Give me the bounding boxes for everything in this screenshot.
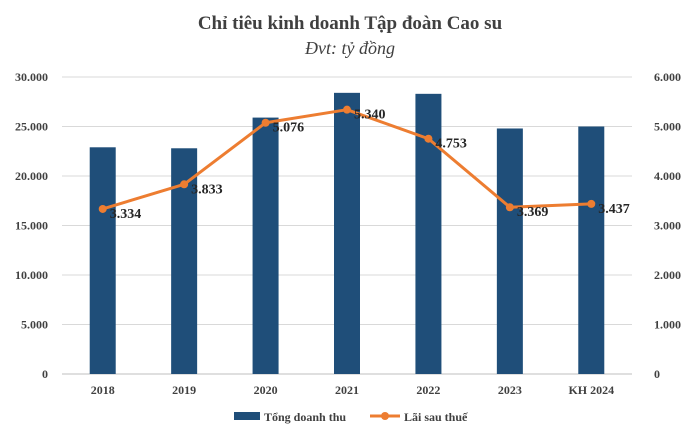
legend-label-profit: Lãi sau thuế bbox=[404, 410, 468, 424]
bar bbox=[89, 147, 116, 374]
line-point bbox=[261, 118, 270, 127]
bar-series bbox=[89, 92, 605, 374]
x-tick-label: 2018 bbox=[91, 383, 115, 397]
bar bbox=[578, 126, 605, 374]
bar bbox=[496, 128, 523, 374]
y-right-tick-label: 5.000 bbox=[654, 120, 681, 134]
y-right-tick-label: 6.000 bbox=[654, 70, 681, 84]
line-series bbox=[98, 105, 596, 213]
line-point bbox=[98, 204, 107, 213]
data-label: 4.753 bbox=[435, 137, 467, 152]
y-right-tick-label: 3.000 bbox=[654, 219, 681, 233]
y-left-tick-label: 15.000 bbox=[15, 219, 48, 233]
line-point bbox=[587, 199, 596, 208]
data-label: 3.369 bbox=[517, 205, 549, 220]
data-label: 3.334 bbox=[110, 207, 142, 222]
y-left-tick-label: 25.000 bbox=[15, 120, 48, 134]
chart-title: Chỉ tiêu kinh doanh Tập đoàn Cao su bbox=[198, 13, 503, 34]
line-point bbox=[505, 203, 514, 212]
y-right-tick-label: 2.000 bbox=[654, 268, 681, 282]
y-right-tick-label: 1.000 bbox=[654, 318, 681, 332]
y-left-tick-label: 30.000 bbox=[15, 70, 48, 84]
x-tick-label: 2021 bbox=[335, 383, 359, 397]
legend-label-revenue: Tổng doanh thu bbox=[264, 410, 346, 424]
data-label: 3.833 bbox=[191, 182, 223, 197]
y-left-tick-label: 20.000 bbox=[15, 169, 48, 183]
y-right-tick-label: 0 bbox=[654, 367, 660, 381]
legend-swatch-profit-marker bbox=[381, 412, 389, 420]
line-point bbox=[424, 134, 433, 143]
y-left-tick-label: 5.000 bbox=[21, 318, 48, 332]
y-right-tick-label: 4.000 bbox=[654, 169, 681, 183]
x-tick-label: 2019 bbox=[172, 383, 196, 397]
legend-swatch-revenue bbox=[234, 412, 260, 420]
y-left-tick-label: 0 bbox=[42, 367, 48, 381]
axes: 0 0 5.000 1.000 10.000 2.000 15.000 3.000 20.000… bbox=[15, 70, 681, 397]
chart-subtitle: Đvt: tỷ đồng bbox=[304, 38, 395, 58]
legend: Tổng doanh thu Lãi sau thuế bbox=[234, 410, 468, 424]
x-tick-label: 2020 bbox=[254, 383, 278, 397]
bar bbox=[252, 117, 279, 374]
x-tick-label: KH 2024 bbox=[568, 383, 614, 397]
line-point bbox=[180, 180, 189, 189]
bar bbox=[334, 92, 360, 374]
x-tick-label: 2022 bbox=[416, 383, 440, 397]
x-tick-label: 2023 bbox=[498, 383, 522, 397]
data-label: 5.340 bbox=[354, 108, 386, 123]
data-labels: 3.334 3.833 5.076 5.340 4.753 3.369 3.437 bbox=[110, 108, 630, 222]
y-left-tick-label: 10.000 bbox=[15, 268, 48, 282]
data-label: 3.437 bbox=[598, 202, 630, 217]
line-point bbox=[343, 105, 351, 114]
data-label: 5.076 bbox=[273, 121, 305, 136]
